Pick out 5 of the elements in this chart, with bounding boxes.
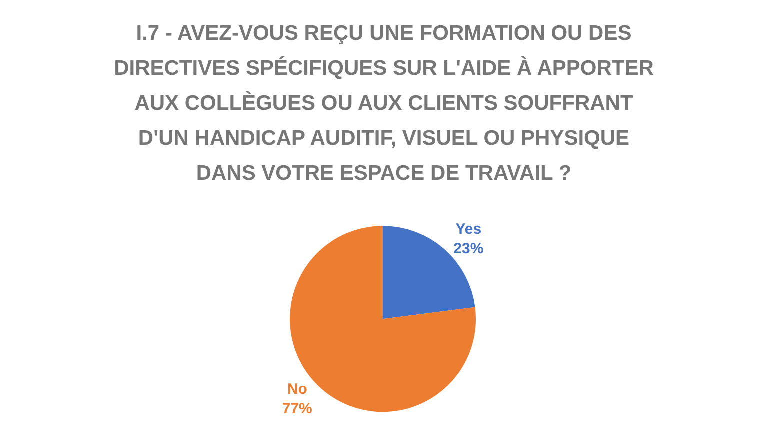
- slice-label: No: [287, 380, 308, 398]
- chart-title: I.7 - AVEZ-VOUS REÇU UNE FORMATION OU DES DIRECTIVES SPÉCIFIQUES SUR L'AIDE À APPORTER AUX COLLÈGUES OU AUX CLIENTS SOUFFRANT D'UN HANDICAP AUDITIF, VISUEL OU PHYSIQUE DANS VOTRE ESPACE DE TRAVAIL ?: [114, 21, 654, 187]
- slice-label: Yes: [456, 220, 482, 238]
- data-label: 23%: [454, 240, 484, 258]
- data-label: 77%: [282, 400, 312, 418]
